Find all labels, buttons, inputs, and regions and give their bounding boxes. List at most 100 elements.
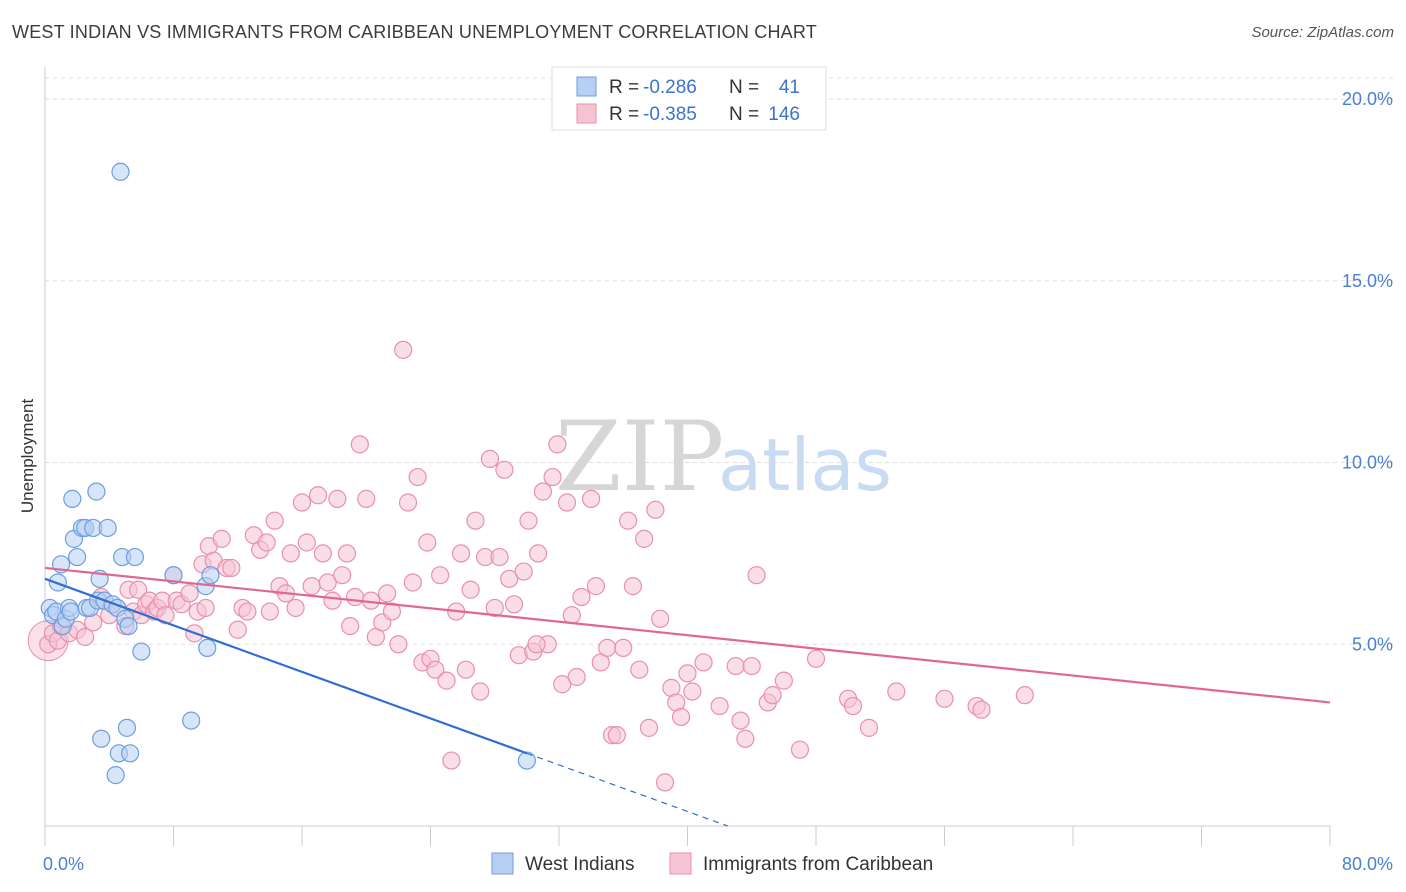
pink-data-point xyxy=(318,573,337,592)
pink-data-point xyxy=(292,493,312,512)
pink-data-point xyxy=(471,682,490,701)
pink-data-point xyxy=(514,562,533,581)
pink-data-point xyxy=(345,587,365,607)
pink-data-point xyxy=(557,493,577,512)
pink-data-point xyxy=(228,620,247,639)
pink-data-point xyxy=(747,566,766,585)
blue-data-point xyxy=(106,766,125,785)
y-tick-label: 5.0% xyxy=(1352,634,1393,654)
pink-data-point xyxy=(533,482,553,501)
legend-r-label-pink: R = xyxy=(609,104,639,125)
blue-data-point xyxy=(182,711,201,730)
blue-data-point xyxy=(517,751,536,770)
pink-data-point xyxy=(586,577,606,596)
blue-data-point xyxy=(117,718,137,737)
pink-data-point xyxy=(790,740,810,759)
pink-data-point xyxy=(742,656,761,676)
blue-series-points xyxy=(40,162,536,785)
pink-data-point xyxy=(490,547,509,567)
grid-lines xyxy=(45,77,1393,645)
pink-data-point xyxy=(328,489,347,508)
x-tick-label: 0.0% xyxy=(43,854,84,874)
pink-data-point xyxy=(442,751,461,770)
pink-data-point xyxy=(495,460,514,479)
pink-data-point xyxy=(859,718,879,737)
pink-data-point xyxy=(426,660,445,679)
pink-data-point xyxy=(614,638,633,658)
pink-data-point xyxy=(485,598,504,618)
pink-data-point xyxy=(553,675,572,694)
pink-data-point xyxy=(333,566,352,585)
blue-trend-line xyxy=(44,577,528,755)
pink-data-point xyxy=(683,682,702,701)
legend-r-value-pink: -0.385 xyxy=(643,104,697,125)
blue-data-point xyxy=(92,729,111,748)
chart-title: WEST INDIAN VS IMMIGRANTS FROM CARIBBEAN… xyxy=(12,22,817,42)
pink-data-point xyxy=(806,649,826,668)
x-tick-labels: 0.0% 80.0% xyxy=(43,854,1393,874)
axes xyxy=(44,67,1331,846)
y-tick-label: 10.0% xyxy=(1342,453,1393,473)
pink-data-point xyxy=(196,598,215,618)
pink-data-point xyxy=(678,664,697,683)
pink-data-point xyxy=(519,511,538,530)
pink-data-point xyxy=(527,635,546,654)
pink-data-point xyxy=(548,435,567,454)
pink-data-point xyxy=(572,587,591,607)
pink-data-point xyxy=(394,340,413,359)
pink-data-point xyxy=(382,602,402,621)
bottom-legend-swatch-blue xyxy=(491,852,514,875)
blue-data-point xyxy=(87,482,106,501)
pink-data-point xyxy=(562,606,581,625)
pink-data-point xyxy=(651,609,670,628)
pink-data-point xyxy=(408,467,427,487)
pink-data-point xyxy=(726,656,745,676)
pink-data-point xyxy=(451,544,471,563)
pink-data-point xyxy=(480,449,500,469)
pink-data-point xyxy=(238,602,257,621)
blue-data-point xyxy=(68,547,87,567)
legend-n-label-pink: N = xyxy=(729,104,759,125)
pink-data-point xyxy=(456,660,475,679)
blue-data-point xyxy=(119,616,138,636)
pink-data-point xyxy=(935,689,954,708)
pink-data-point xyxy=(529,544,548,563)
pink-data-point xyxy=(1015,686,1034,705)
y-tick-labels: 5.0% 10.0% 15.0% 20.0% xyxy=(1342,89,1393,654)
pink-data-point xyxy=(389,635,408,654)
blue-data-point xyxy=(125,547,145,567)
x-tick-label: 80.0% xyxy=(1342,854,1393,874)
pink-data-point xyxy=(156,606,175,625)
pink-data-point xyxy=(403,573,422,592)
pink-data-point xyxy=(694,653,713,672)
pink-data-point xyxy=(260,602,279,621)
blue-trend-extension xyxy=(526,752,728,827)
pink-data-point xyxy=(774,671,793,690)
blue-data-point xyxy=(132,642,151,661)
watermark: ZIP atlas xyxy=(555,401,892,513)
pink-data-point xyxy=(461,580,480,599)
blue-data-point xyxy=(111,162,130,181)
pink-data-point xyxy=(500,569,519,588)
pink-series-points xyxy=(27,340,1034,792)
y-tick-label: 20.0% xyxy=(1342,89,1393,109)
pink-data-point xyxy=(607,726,626,745)
y-axis-title: Unemployment xyxy=(18,399,37,514)
pink-data-point xyxy=(286,598,305,618)
blue-data-point xyxy=(98,518,117,538)
pink-data-point xyxy=(618,511,638,530)
pink-data-point xyxy=(567,667,586,687)
bottom-legend-label-blue: West Indians xyxy=(525,854,634,875)
legend-n-label-blue: N = xyxy=(729,77,759,98)
pink-data-point xyxy=(646,500,665,519)
trend-lines xyxy=(44,566,1331,827)
pink-data-point xyxy=(843,696,863,716)
pink-data-point xyxy=(972,700,991,719)
pink-data-point xyxy=(466,511,485,530)
bottom-legend-label-pink: Immigrants from Caribbean xyxy=(703,854,933,875)
pink-data-point xyxy=(222,558,241,578)
blue-data-point xyxy=(63,489,82,508)
legend-n-value-pink: 146 xyxy=(768,104,800,125)
pink-data-point xyxy=(763,686,782,705)
pink-data-point xyxy=(736,729,755,748)
